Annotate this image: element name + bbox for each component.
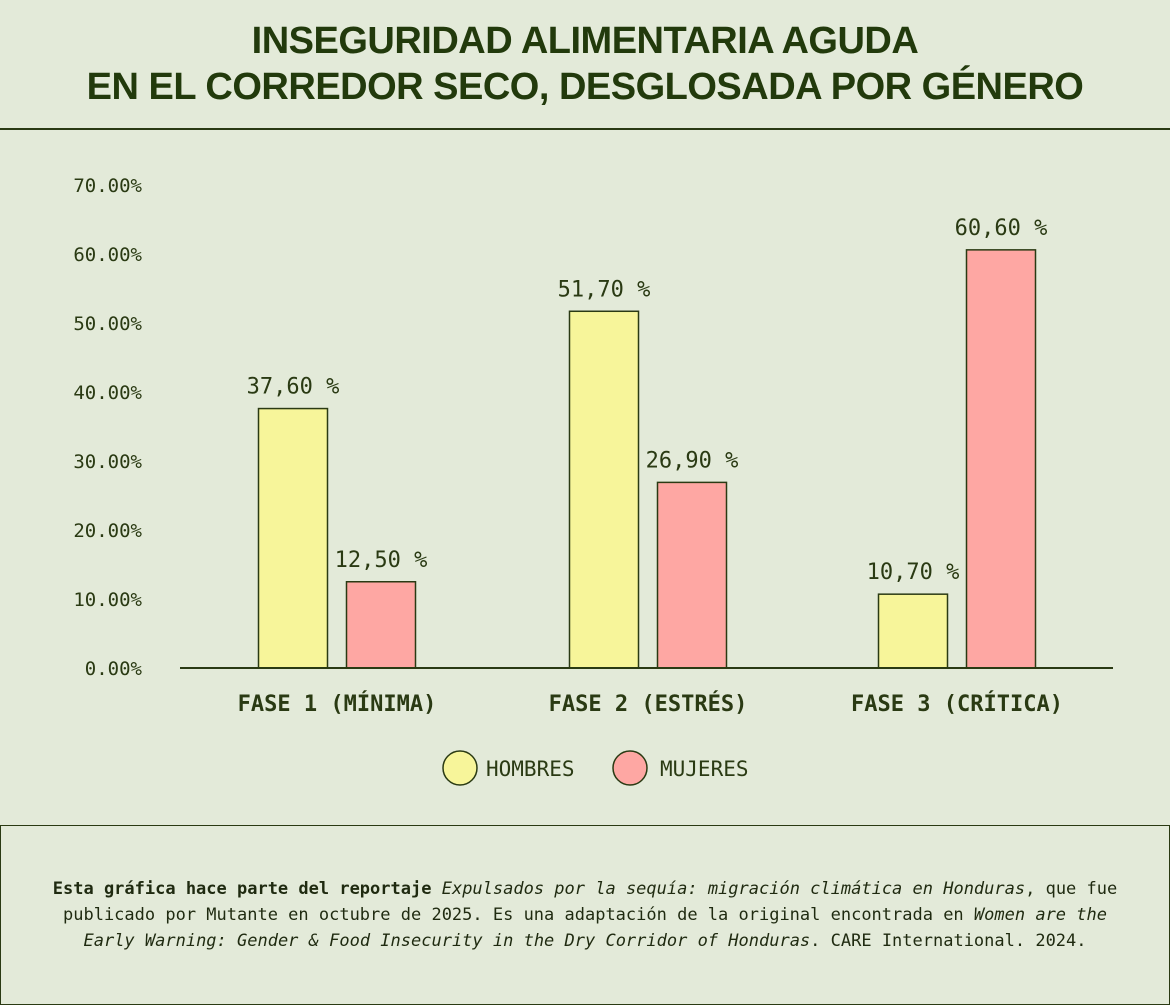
x-category-label: FASE 1 (MÍNIMA) [238, 691, 437, 717]
title-block: INSEGURIDAD ALIMENTARIA AGUDA EN EL CORR… [0, 0, 1170, 130]
source-bold: Esta gráfica hace parte del reportaje [52, 879, 432, 899]
bar-hombres-2 [568, 310, 640, 669]
legend-label-mujeres: MUJERES [660, 757, 749, 781]
y-tick-label: 30.00% [73, 451, 142, 473]
x-category-label: FASE 3 (CRÍTICA) [851, 691, 1063, 717]
bar-hombres-3 [877, 593, 949, 669]
source-text: Esta gráfica hace parte del reportaje Ex… [40, 876, 1130, 954]
x-category-label: FASE 2 (ESTRÉS) [549, 691, 748, 717]
bar-mujeres-1 [345, 581, 417, 669]
legend-label-hombres: HOMBRES [486, 757, 575, 781]
data-label-mujeres-2: 26,90 % [646, 448, 739, 473]
data-label-mujeres-1: 12,50 % [335, 548, 428, 573]
y-tick-label: 10.00% [73, 589, 142, 611]
source-text-1: , que fue publicado por Mutante en octub… [63, 879, 1118, 925]
data-label-hombres-2: 51,70 % [558, 277, 651, 302]
chart-title-line-2: EN EL CORREDOR SECO, DESGLOSADA POR GÉNE… [86, 66, 1084, 108]
source-report-title: Expulsados por la sequía: migración clim… [441, 879, 1026, 899]
bar-hombres-1 [257, 407, 329, 669]
legend-swatch-hombres [442, 750, 478, 786]
y-tick-label: 70.00% [73, 175, 142, 197]
legend-swatch-mujeres [612, 750, 648, 786]
source-note: Esta gráfica hace parte del reportaje Ex… [0, 825, 1170, 1005]
source-text-2: . CARE International. 2024. [810, 931, 1087, 951]
bar-mujeres-3 [965, 249, 1037, 669]
data-label-hombres-1: 37,60 % [247, 375, 340, 400]
y-tick-label: 0.00% [85, 658, 143, 680]
y-tick-label: 20.00% [73, 520, 142, 542]
y-tick-label: 50.00% [73, 313, 142, 335]
y-tick-label: 40.00% [73, 382, 142, 404]
bar-chart: 0.00% 10.00% 20.00% 30.00% 40.00% 50.00% 60.00… [73, 175, 1113, 786]
bar-mujeres-2 [656, 481, 728, 669]
data-label-hombres-3: 10,70 % [867, 560, 960, 585]
y-tick-label: 60.00% [73, 244, 142, 266]
chart-title-line-1: INSEGURIDAD ALIMENTARIA AGUDA [251, 20, 919, 62]
source-original-title: Women are the Early Warning: Gender & Fo… [83, 905, 1107, 951]
data-label-mujeres-3: 60,60 % [955, 216, 1048, 241]
